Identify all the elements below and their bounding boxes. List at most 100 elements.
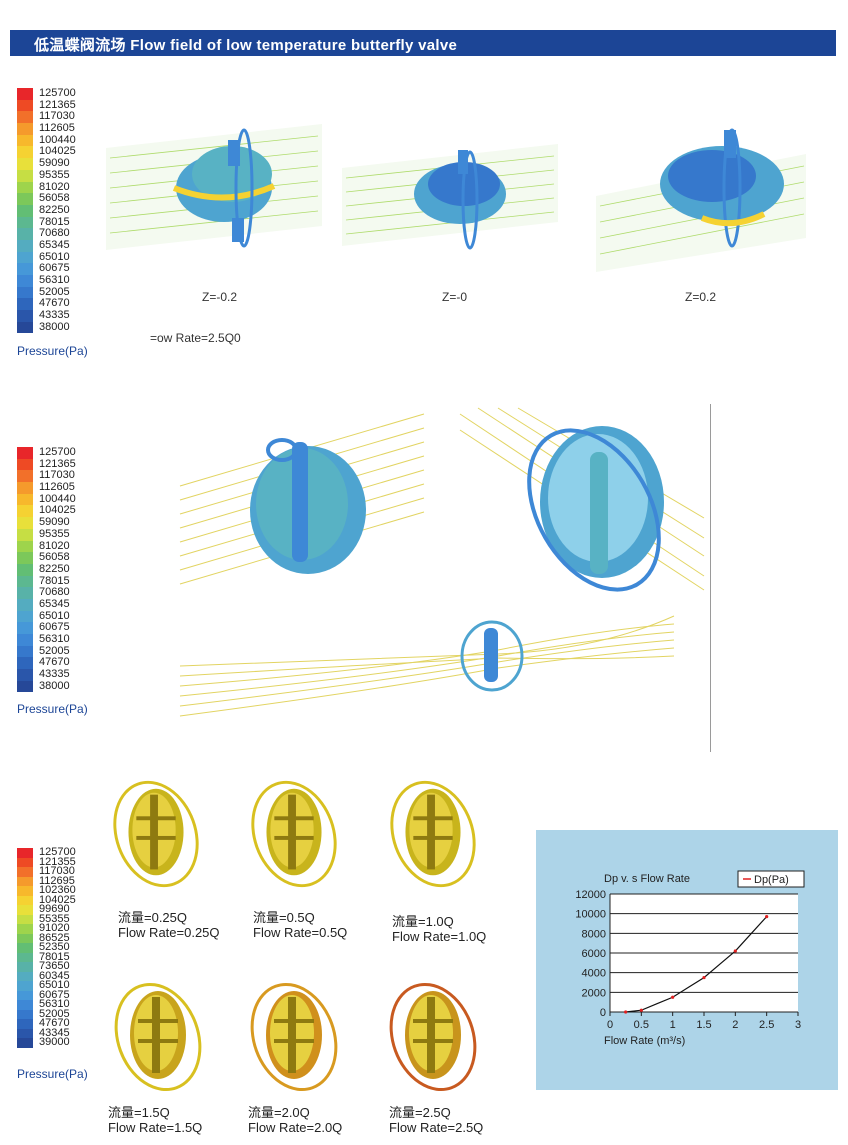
scale-value: 73650 [39,960,70,972]
color-swatch [17,275,33,287]
scale-value: 102360 [39,884,76,896]
flow-label-1: 流量=0.25Q Flow Rate=0.25Q [118,910,220,940]
color-swatch [17,867,33,877]
scale-value: 91020 [39,922,70,934]
flow-label-en: Flow Rate=0.25Q [118,925,220,940]
color-swatch [17,622,33,634]
valve-disc-1 [113,780,199,888]
scale-value: 52005 [39,1007,70,1020]
flow-label-2: 流量=0.5Q Flow Rate=0.5Q [253,910,347,940]
scale-value: 125700 [39,846,76,858]
color-swatch [17,99,33,112]
x-tick-label: 1 [670,1019,676,1031]
scale-value: 86525 [39,931,70,944]
scale-value: 117030 [39,865,75,877]
scale-value: 55355 [39,912,70,925]
scale-value: 60675 [39,262,70,275]
scale-value: 38000 [39,679,70,692]
scale-value: 104025 [39,504,76,517]
color-swatch [17,587,33,599]
color-swatch [17,990,33,1000]
color-swatch [17,1028,33,1038]
scale-value: 121365 [39,98,76,111]
color-swatch [17,321,33,334]
color-swatch [17,458,33,471]
scale-value: 43335 [39,668,70,681]
color-swatch [17,971,33,981]
caption-z-neg: Z=-0.2 [202,290,238,304]
y-tick-label: 0 [600,1007,606,1019]
color-swatch [17,228,33,240]
flow-label-4: 流量=1.5Q Flow Rate=1.5Q [108,1105,202,1135]
y-tick-label: 8000 [582,928,606,940]
valve-disc-3 [390,780,476,888]
caption-z-zero: Z=-0 [442,290,468,304]
scale-value: 43335 [39,309,70,322]
scale-value: 65010 [39,609,70,622]
flow-rate-note: =ow Rate=2.5Q0 [150,331,241,345]
color-swatch [17,470,33,483]
scale-value: 81020 [39,180,70,193]
color-swatch [17,123,33,135]
scale-value: 43345 [39,1026,70,1039]
valve-sim-z-neg [106,124,322,250]
x-tick-label: 2.5 [759,1019,774,1031]
color-scale [17,88,33,334]
header-bar: 低温蝶阀流场 Flow field of low temperature but… [10,30,836,56]
scale-value: 121365 [39,457,76,470]
color-swatch [17,962,33,972]
scale-value: 65010 [39,979,70,991]
scale-value: 117030 [39,469,75,482]
scale-value: 125700 [39,446,76,458]
scale-value: 82250 [39,203,70,216]
page-title: 低温蝶阀流场 Flow field of low temperature but… [34,37,458,54]
scale-value: 60675 [39,988,70,1001]
legend-box [737,870,805,888]
scale-values: 125700 121365 117030 112605 100440 104025 5909… [39,446,76,692]
streamline-view-left [179,413,425,585]
legend-unit: Pressure(Pa) [17,702,88,716]
dp-flow-chart-panel: 0 2000 4000 6000 8000 10000 12000 0 0.5 1 1.5 2 2.5 3… [536,830,838,1090]
y-tick-label: 4000 [582,968,606,980]
color-swatch [17,169,33,182]
scale-values: 125700 121365 117030 112605 100440 104025 5909… [39,87,76,333]
valve-sim-z-pos [596,128,806,272]
color-swatch [17,933,33,943]
streamline-view-right [459,407,705,592]
scale-value: 52350 [39,941,70,953]
color-swatch [17,263,33,275]
scale-value: 125700 [39,87,76,99]
scale-value: 95355 [39,168,70,181]
x-axis-label: Flow Rate (m³/s) [604,1035,685,1047]
valve-disc-5 [250,982,338,1092]
color-swatch [17,1019,33,1029]
flow-label-cn: 流量=0.5Q [253,910,315,925]
color-swatch [17,857,33,867]
flow-label-cn: 流量=0.25Q [118,910,188,925]
scale-value: 70680 [39,586,70,599]
color-swatch [17,517,33,529]
color-swatch [17,680,33,693]
color-swatch [17,952,33,962]
scale-value: 112605 [39,481,75,494]
flow-label-en: Flow Rate=1.5Q [108,1120,203,1135]
color-swatch [17,540,33,553]
scale-value: 59090 [39,157,70,170]
flow-label-cn: 流量=2.5Q [389,1105,451,1120]
color-swatch [17,158,33,170]
scale-value: 112695 [39,874,75,887]
color-swatch [17,610,33,623]
valve-sim-z-zero [342,144,558,250]
scale-value: 65345 [39,238,70,251]
scale-value: 59090 [39,516,70,529]
color-swatch [17,1000,33,1010]
flow-label-3: 流量=1.0Q Flow Rate=1.0Q [392,914,486,944]
flow-label-en: Flow Rate=0.5Q [253,925,348,940]
scale-value: 81020 [39,539,70,552]
color-swatch [17,146,33,159]
legend-label: Dp(Pa) [754,874,789,886]
streamline-view-side [179,615,675,717]
y-tick-label: 6000 [582,948,606,960]
valve-disc-4 [114,982,202,1092]
caption-z-pos: Z=0.2 [685,290,717,304]
